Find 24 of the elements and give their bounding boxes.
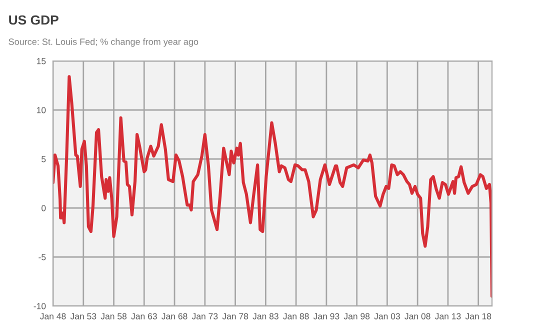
chart-subtitle: Source: St. Louis Fed; % change from year ago (8, 38, 198, 47)
y-tick-label: 0 (42, 205, 46, 212)
x-tick-label: Jan 13 (434, 313, 461, 320)
x-tick-label: Jan 83 (252, 313, 278, 320)
x-tick-label: Jan 88 (283, 313, 309, 320)
x-tick-label: Jan 03 (374, 313, 400, 320)
y-tick-label: -5 (38, 254, 46, 260)
x-tick-label: Jan 68 (162, 313, 188, 320)
x-tick-label: Jan 93 (313, 313, 340, 320)
x-tick-label: Jan 18 (465, 313, 492, 320)
x-tick-label: Jan 73 (192, 313, 218, 320)
x-tick-label: Jan 78 (222, 313, 248, 320)
x-tick-label: Jan 08 (404, 313, 430, 320)
x-tick-label: Jan 58 (100, 313, 127, 320)
y-tick-label: 10 (36, 107, 46, 114)
x-tick-label: Jan 53 (70, 313, 96, 320)
y-tick-label: 15 (36, 58, 46, 64)
y-tick-label: 5 (42, 156, 46, 162)
y-tick-label: -10 (34, 303, 46, 310)
x-tick-label: Jan 48 (40, 313, 66, 320)
x-tick-label: Jan 98 (344, 313, 370, 320)
x-tick-label: Jan 63 (131, 313, 157, 320)
line-series (53, 75, 492, 298)
chart-title: US GDP (9, 15, 58, 25)
